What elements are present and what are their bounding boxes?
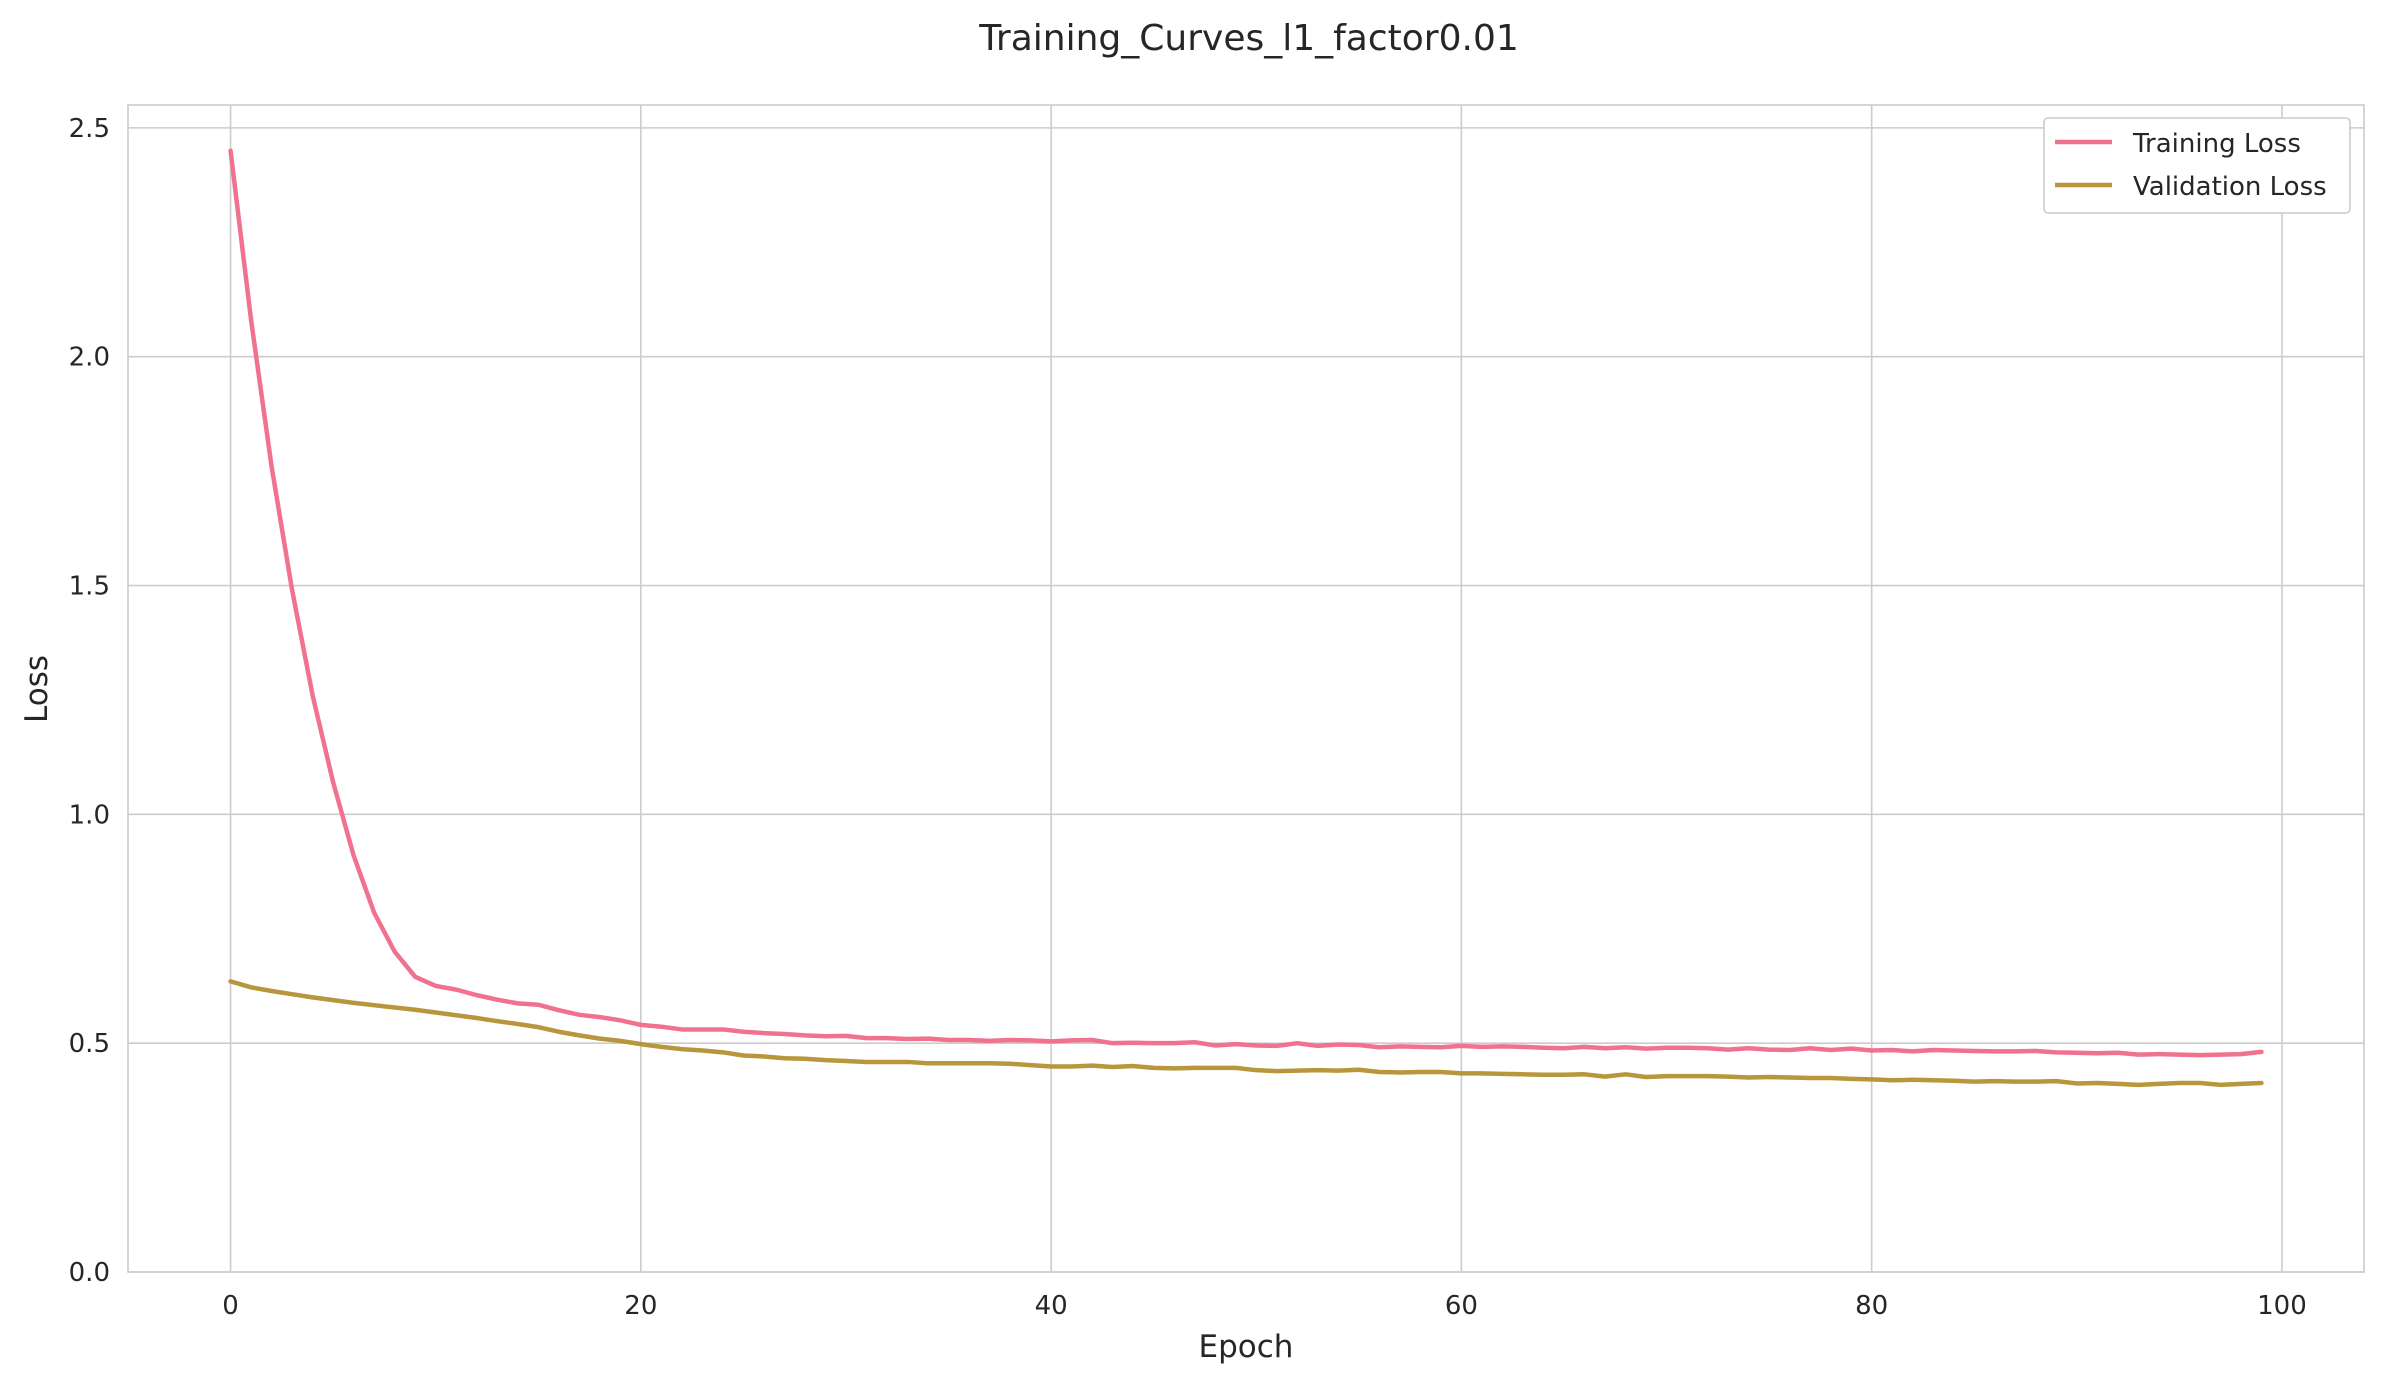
x-axis-label: Epoch bbox=[1199, 1329, 1294, 1365]
plot-area: 0 20 40 60 80 100 0.0 0.5 1.0 1.5 2.0 2.5 bbox=[69, 104, 2365, 1321]
legend-label-training-loss: Training Loss bbox=[2132, 129, 2301, 159]
y-axis-label: Loss bbox=[19, 655, 55, 723]
y-tick-label: 1.0 bbox=[69, 800, 110, 830]
y-tick-label: 2.0 bbox=[69, 343, 110, 373]
x-tick-label: 40 bbox=[1035, 1291, 1068, 1321]
x-tick-label: 80 bbox=[1855, 1291, 1888, 1321]
y-tick-label: 0.0 bbox=[69, 1258, 110, 1288]
x-tick-label: 100 bbox=[2257, 1291, 2307, 1321]
y-tick-label: 1.5 bbox=[69, 572, 110, 602]
series-lines bbox=[228, 148, 2264, 1088]
legend-label-validation-loss: Validation Loss bbox=[2133, 172, 2327, 202]
y-tick-label: 0.5 bbox=[69, 1029, 110, 1059]
legend: Training Loss Validation Loss bbox=[2043, 117, 2351, 214]
x-tick-label: 0 bbox=[222, 1291, 239, 1321]
x-tick-label: 60 bbox=[1445, 1291, 1478, 1321]
series-line-training-loss bbox=[228, 148, 2264, 1058]
x-tick-label: 20 bbox=[624, 1291, 657, 1321]
y-tick-label: 2.5 bbox=[69, 114, 110, 144]
legend-box bbox=[2043, 117, 2351, 214]
x-tick-labels: 0 20 40 60 80 100 bbox=[222, 1291, 2306, 1321]
y-tick-labels: 0.0 0.5 1.0 1.5 2.0 2.5 bbox=[69, 114, 110, 1288]
grid bbox=[128, 105, 2364, 1273]
chart-title: Training_Curves_l1_factor0.01 bbox=[978, 18, 1519, 59]
series-line-validation-loss bbox=[228, 979, 2264, 1088]
plot-frame bbox=[127, 104, 2365, 1273]
